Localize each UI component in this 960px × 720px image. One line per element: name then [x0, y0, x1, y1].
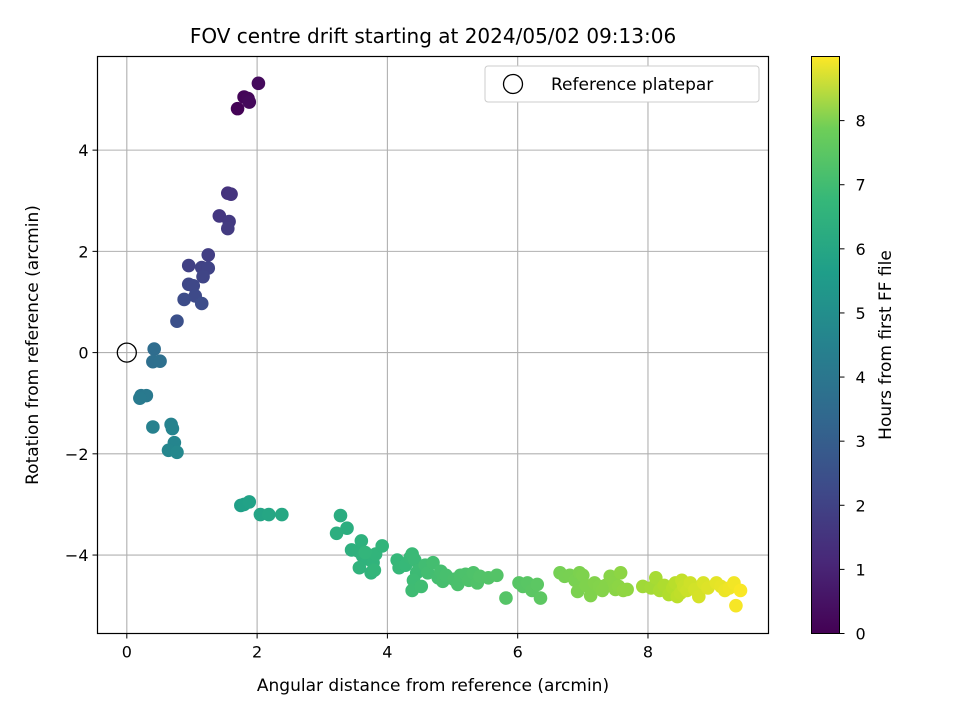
- legend: Reference platepar: [484, 65, 760, 103]
- reference-marker-layer: [116, 342, 137, 363]
- y-axis-label: Rotation from reference (arcmin): [23, 205, 43, 485]
- scatter-point: [420, 565, 435, 580]
- scatter-point: [275, 507, 289, 522]
- y-tick-label: 0: [78, 344, 88, 363]
- y-tick-label: 2: [78, 242, 88, 261]
- legend-reference-marker: [502, 73, 524, 95]
- scatter-point: [620, 582, 634, 597]
- scatter-point: [352, 560, 367, 575]
- scatter-point: [133, 391, 147, 405]
- colorbar-gradient: [811, 56, 840, 634]
- scatter-point: [262, 507, 276, 522]
- scatter-point: [414, 579, 429, 594]
- scatter-point: [530, 577, 545, 592]
- x-tick-label: 4: [382, 643, 392, 662]
- scatter-point: [224, 187, 238, 201]
- x-tick-label: 0: [122, 643, 132, 662]
- x-axis-ticks: 0 2 4 6 8: [122, 633, 653, 662]
- scatter-point: [329, 526, 344, 541]
- y-tick-label: −2: [65, 445, 89, 464]
- scatter-point: [194, 296, 209, 311]
- colorbar-label: Hours from first FF file: [876, 250, 896, 440]
- scatter-point: [147, 342, 161, 356]
- scatter-point: [333, 508, 348, 523]
- scatter-point: [242, 495, 257, 509]
- scatter-point: [251, 76, 266, 91]
- colorbar: 0 1 2 3 4 5 6 7 8 Hours from first FF file: [811, 56, 896, 644]
- x-tick-label: 8: [643, 643, 653, 662]
- scatter-point: [426, 555, 440, 570]
- colorbar-tick-label: 2: [856, 496, 866, 515]
- legend-label: Reference platepar: [551, 75, 713, 95]
- scatter-point: [186, 278, 201, 293]
- scatter-point: [146, 420, 160, 434]
- colorbar-tick-label: 1: [856, 560, 866, 579]
- scatter-point: [499, 591, 513, 605]
- scatter-point: [181, 258, 196, 273]
- y-tick-label: −4: [65, 546, 89, 565]
- scatter-point: [153, 354, 167, 368]
- scatter-point: [196, 269, 210, 284]
- scatter-point: [691, 589, 706, 604]
- x-axis-label: Angular distance from reference (arcmin): [257, 676, 609, 696]
- data-points: [133, 76, 748, 613]
- colorbar-ticks: 0 1 2 3 4 5 6 7 8: [839, 112, 866, 644]
- scatter-point: [165, 421, 180, 436]
- colorbar-tick-label: 3: [856, 432, 866, 451]
- colorbar-tick-label: 5: [856, 304, 866, 323]
- colorbar-tick-label: 0: [856, 625, 866, 644]
- scatter-point: [583, 588, 598, 603]
- scatter-point: [220, 221, 235, 236]
- grid-lines: [97, 56, 769, 634]
- scatter-point: [613, 565, 628, 580]
- colorbar-tick-label: 6: [856, 240, 866, 259]
- scatter-point: [354, 534, 369, 548]
- colorbar-tick-label: 7: [856, 176, 866, 195]
- y-tick-label: 4: [78, 141, 88, 160]
- scatter-point: [340, 521, 354, 536]
- scatter-point: [729, 598, 743, 613]
- scatter-point: [367, 563, 382, 578]
- chart-title: FOV centre drift starting at 2024/05/02 …: [190, 24, 676, 48]
- y-axis-ticks: −4 −2 0 2 4: [65, 141, 98, 565]
- scatter-point: [533, 591, 548, 605]
- scatter-point: [170, 314, 184, 329]
- scatter-point: [242, 95, 257, 109]
- plot-frame: [96, 55, 770, 635]
- legend-box: [484, 65, 760, 103]
- x-tick-label: 6: [513, 643, 523, 662]
- scatter-point: [358, 545, 373, 560]
- scatter-point: [733, 583, 748, 598]
- x-tick-label: 2: [252, 643, 262, 662]
- scatter-point: [201, 248, 216, 262]
- colorbar-tick-label: 4: [856, 368, 866, 387]
- scatter-point: [177, 292, 191, 307]
- scatter-point: [170, 445, 184, 460]
- scatter-point: [375, 539, 389, 553]
- scatter-point: [490, 568, 504, 583]
- scatter-point: [230, 101, 245, 116]
- colorbar-tick-label: 8: [856, 112, 866, 131]
- reference-platepar-marker: [116, 342, 137, 363]
